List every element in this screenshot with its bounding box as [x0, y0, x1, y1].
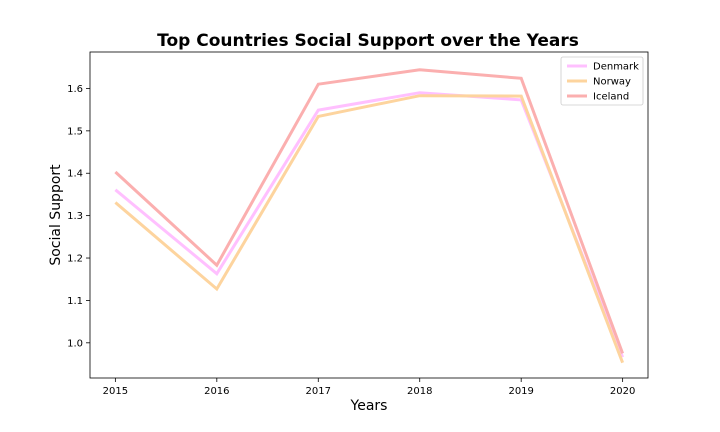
y-axis: 1.0 1.1 1.2 1.3 1.4 1.5 1.6 — [67, 84, 90, 349]
legend-label: Iceland — [593, 92, 629, 103]
legend-label: Norway — [593, 77, 631, 88]
y-tick-label: 1.0 — [67, 338, 83, 349]
y-tick-label: 1.5 — [67, 126, 83, 137]
series-line-norway — [114, 94, 625, 364]
series-lines — [114, 68, 625, 364]
legend-box — [560, 56, 644, 106]
y-tick-label: 1.1 — [67, 296, 83, 307]
x-tick-label: 2015 — [103, 386, 128, 397]
x-tick-label: 2020 — [610, 386, 635, 397]
legend-label: Denmark — [593, 62, 639, 73]
y-tick-label: 1.2 — [67, 254, 83, 265]
series-line-iceland — [114, 68, 625, 354]
x-axis-label: Years — [350, 398, 388, 414]
x-tick-label: 2017 — [306, 386, 331, 397]
x-tick-label: 2016 — [204, 386, 229, 397]
y-axis-label: Social Support — [48, 164, 64, 266]
x-tick-label: 2018 — [407, 386, 432, 397]
x-axis: 2015 2016 2017 2018 2019 2020 — [103, 378, 635, 397]
y-tick-label: 1.6 — [67, 84, 83, 95]
y-tick-label: 1.4 — [67, 169, 83, 180]
legend: Denmark Norway Iceland — [560, 56, 644, 106]
x-tick-label: 2019 — [508, 386, 533, 397]
y-tick-label: 1.3 — [67, 211, 83, 222]
chart-title: Top Countries Social Support over the Ye… — [157, 31, 579, 51]
